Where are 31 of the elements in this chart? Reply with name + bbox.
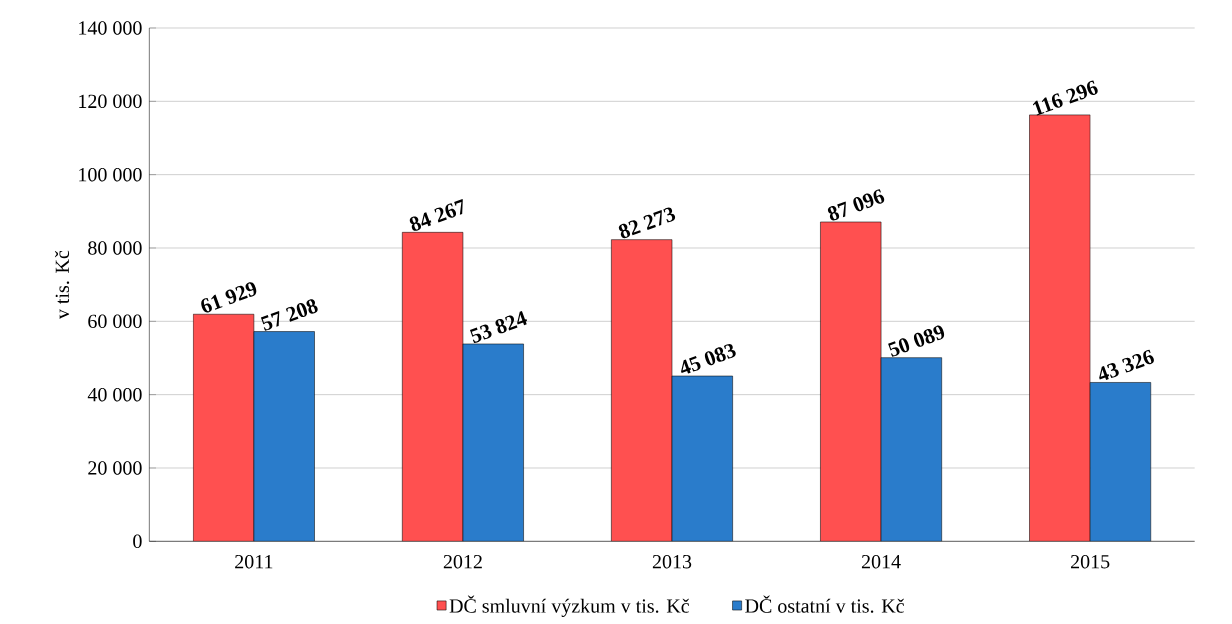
data-label: 61 929	[201, 282, 257, 313]
y-axis-title: v tis. Kč	[54, 250, 70, 320]
data-label: 53 824	[469, 310, 528, 344]
y-tick-label: 20 000	[88, 461, 142, 475]
legend-label: DČ ostatní v tis. Kč	[745, 595, 904, 613]
data-label: 43 326	[1099, 349, 1154, 381]
y-tick-label: 40 000	[87, 387, 142, 402]
x-tick-label: 2015	[1071, 554, 1110, 569]
data-label: 45 083	[681, 343, 736, 374]
bar	[672, 376, 733, 542]
data-label: 50 089	[888, 325, 945, 357]
data-label: 84 267	[409, 199, 463, 231]
data-label: 57 208	[260, 299, 318, 331]
data-label: 87 096	[827, 189, 885, 221]
x-tick-label: 2011	[235, 554, 273, 569]
y-tick-label: 0	[133, 534, 142, 549]
y-tick-label: 60 000	[88, 314, 142, 329]
y-tick-label: 80 000	[88, 241, 142, 255]
bar	[462, 343, 524, 542]
data-label: 116 296	[1032, 80, 1098, 116]
bar	[881, 357, 942, 542]
bar	[1089, 382, 1152, 542]
x-tick-label: 2014	[861, 554, 901, 569]
x-tick-label: 2012	[443, 554, 482, 569]
bar	[253, 331, 315, 542]
x-tick-label: 2013	[652, 554, 692, 569]
data-label: 82 273	[618, 207, 676, 239]
y-tick-label: 100 000	[79, 167, 142, 182]
y-tick-label: 140 000	[79, 21, 142, 35]
y-tick-label: 120 000	[79, 94, 142, 109]
legend-label: DČ smluvní výzkum v tis. Kč	[449, 595, 689, 617]
